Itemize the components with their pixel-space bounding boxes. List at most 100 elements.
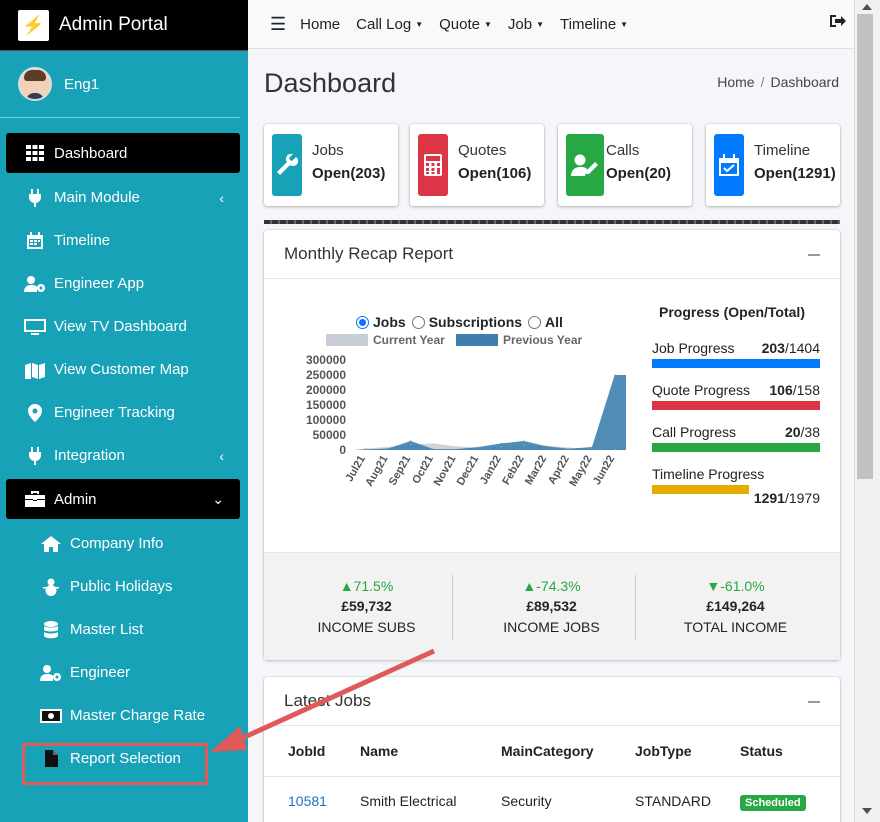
stat-percent: ▲71.5%: [274, 578, 459, 594]
legend-label: Previous Year: [503, 333, 582, 347]
job-id-link[interactable]: 10581: [288, 793, 327, 810]
topnav-timeline[interactable]: Timeline ▼: [560, 16, 628, 33]
chart-filter-radios: Jobs Subscriptions All: [356, 314, 565, 330]
scrollbar-thumb[interactable]: [857, 14, 873, 479]
brand[interactable]: ⚡ Admin Portal: [0, 0, 248, 51]
scroll-up-arrow-icon[interactable]: [862, 4, 872, 10]
stat-divider: [452, 575, 453, 640]
radio-label: All: [545, 314, 563, 330]
column-header[interactable]: MainCategory: [501, 742, 594, 759]
calendar-check-icon: [714, 134, 744, 196]
column-header[interactable]: JobId: [288, 742, 326, 759]
sidebar-item-timeline[interactable]: Timeline: [0, 219, 248, 262]
info-box-value: Open(20): [606, 165, 672, 182]
hamburger-menu-icon[interactable]: ☰: [270, 13, 287, 34]
home-icon: [40, 535, 62, 552]
latest-jobs-card: Latest Jobs JobId Name MainCategory JobT…: [264, 677, 840, 822]
progress-open: 20: [784, 424, 801, 440]
info-box-timeline[interactable]: Timeline Open(1291): [706, 124, 840, 206]
series-point: [591, 448, 593, 450]
sidebar-subitem-master-list[interactable]: Master List: [0, 608, 248, 651]
sidebar-subitem-master-charge-rate[interactable]: Master Charge Rate: [0, 694, 248, 737]
user-panel[interactable]: Eng1: [0, 51, 240, 118]
stat-percent: ▲-74.3%: [459, 578, 644, 594]
sidebar-item-engineer-app[interactable]: Engineer App: [0, 262, 248, 305]
sidebar-item-view-customer-map[interactable]: View Customer Map: [0, 348, 248, 391]
radio-all[interactable]: All: [528, 314, 563, 330]
stat-income-jobs: ▲-74.3% £89,532 INCOME JOBS: [459, 553, 644, 661]
topnav-home[interactable]: Home: [300, 16, 340, 33]
plug-icon: [24, 188, 46, 207]
sidebar-item-view-tv-dashboard[interactable]: View TV Dashboard: [0, 305, 248, 348]
series-point: [591, 446, 593, 448]
column-header[interactable]: JobType: [635, 742, 692, 759]
radio-jobs[interactable]: Jobs: [356, 314, 406, 330]
stat-amount: £59,732: [341, 598, 392, 614]
sidebar-subitem-public-holidays[interactable]: Public Holidays: [0, 565, 248, 608]
topnav-quote[interactable]: Quote ▼: [439, 16, 492, 33]
sidebar-item-label: Public Holidays: [70, 578, 173, 595]
scroll-down-arrow-icon[interactable]: [862, 808, 872, 814]
chevron-left-icon: ‹: [219, 447, 224, 464]
stat-label: INCOME JOBS: [503, 619, 600, 635]
card-title: Monthly Recap Report: [284, 244, 454, 263]
user-edit-icon: [566, 134, 604, 196]
stat-total-income: ▼-61.0% £149,264 TOTAL INCOME: [643, 553, 828, 661]
progress-label: Timeline Progress: [652, 466, 765, 482]
y-tick-label: 0: [339, 443, 346, 457]
info-box-jobs[interactable]: Jobs Open(203): [264, 124, 398, 206]
progress-bar: [652, 443, 820, 452]
column-header[interactable]: Name: [360, 742, 399, 759]
divider-stripe: [264, 220, 840, 224]
sidebar-subitem-company-info[interactable]: Company Info: [0, 522, 248, 565]
topnav-job[interactable]: Job ▼: [508, 16, 544, 33]
sidebar-subitem-engineer[interactable]: Engineer: [0, 651, 248, 694]
job-category: Security: [501, 775, 635, 822]
sidebar-item-integration[interactable]: Integration ‹: [0, 434, 248, 477]
info-box-quotes[interactable]: Quotes Open(106): [410, 124, 544, 206]
series-point: [364, 448, 366, 449]
job-name: Smith Electrical: [360, 775, 501, 822]
topnav-label: Timeline: [560, 15, 617, 33]
series-point: [523, 445, 525, 446]
breadcrumb-home[interactable]: Home: [717, 74, 755, 90]
info-box-label: Quotes: [458, 142, 507, 159]
legend-swatch: [326, 334, 368, 346]
stat-percent-value: -74.3%: [536, 578, 581, 594]
page-title: Dashboard: [264, 68, 397, 98]
info-box-label: Timeline: [754, 142, 811, 159]
logout-icon[interactable]: [830, 14, 846, 33]
stat-percent-value: -61.0%: [720, 578, 765, 594]
grid-icon: [24, 145, 46, 161]
collapse-minus-icon[interactable]: [808, 254, 820, 256]
collapse-minus-icon[interactable]: [808, 701, 820, 703]
progress-total: /38: [800, 424, 820, 440]
table-row[interactable]: 10581 Smith Electrical Security STANDARD…: [264, 775, 840, 822]
sidebar-item-label: Dashboard: [54, 144, 128, 162]
info-box-calls[interactable]: Calls Open(20): [558, 124, 692, 206]
monthly-recap-card: Monthly Recap Report Jobs Subscriptions …: [264, 230, 840, 660]
sidebar-item-dashboard[interactable]: Dashboard: [6, 133, 240, 173]
series-point: [455, 445, 457, 447]
page-scrollbar[interactable]: [854, 0, 880, 822]
series-area-1: [354, 375, 626, 450]
x-tick-label: Dec21: [455, 454, 482, 488]
x-tick-label: Nov21: [432, 454, 459, 489]
map-marker-icon: [24, 403, 46, 422]
progress-total: /1979: [784, 490, 820, 506]
column-header[interactable]: Status: [740, 742, 783, 759]
progress-timeline: Timeline Progress 1291/1979: [652, 466, 820, 506]
series-point: [478, 446, 480, 448]
sidebar-subitem-report-selection[interactable]: Report Selection: [0, 737, 248, 780]
caret-down-icon: ▼: [484, 19, 492, 29]
radio-subscriptions[interactable]: Subscriptions: [411, 314, 522, 330]
y-tick-label: 100000: [306, 413, 346, 427]
sidebar-item-admin[interactable]: Admin ⌄: [6, 479, 240, 519]
topnav-call-log[interactable]: Call Log ▼: [356, 16, 423, 33]
progress-job: Job Progress 203/1404: [652, 340, 820, 368]
progress-count: 1291/1979: [754, 490, 820, 506]
sidebar-item-main-module[interactable]: Main Module ‹: [0, 176, 248, 219]
sidebar-item-engineer-tracking[interactable]: Engineer Tracking: [0, 391, 248, 434]
series-point: [546, 445, 548, 447]
chevron-down-icon: ⌄: [212, 490, 224, 507]
